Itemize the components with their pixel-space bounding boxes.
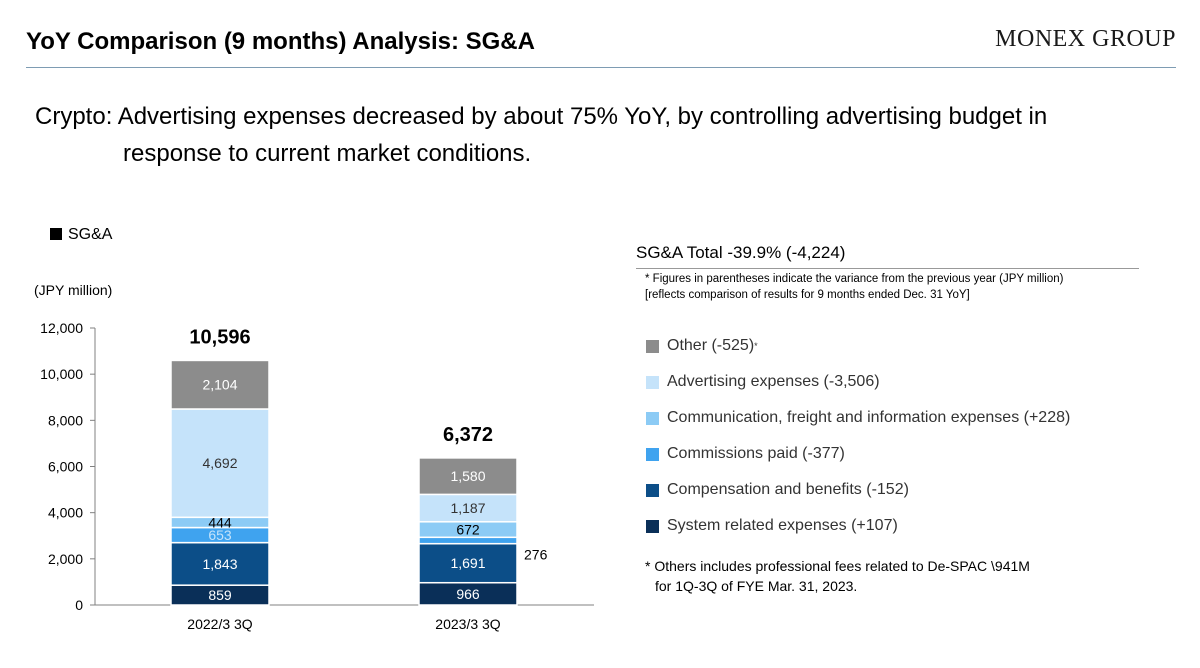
y-tick-label: 6,000 [48,459,83,475]
x-category-label: 2023/3 3Q [435,616,500,632]
legend-swatch-icon [646,447,659,461]
legend-label: Communication, freight and information e… [667,409,1071,426]
bar-segment [418,536,518,545]
y-tick-label: 4,000 [48,505,83,521]
chart-unit-label: (JPY million) [34,282,113,298]
bar-segment [170,408,270,519]
data-label: 1,187 [450,500,485,516]
data-label: 2,104 [202,377,237,393]
others-footnote-line-1: * Others includes professional fees rela… [645,558,1030,574]
data-label: 653 [208,527,232,543]
legend-label: System related expenses (+107) [667,517,898,534]
others-footnote-line-2: for 1Q-3Q of FYE Mar. 31, 2023. [655,578,858,594]
legend-item: Compensation and benefits (-152) [646,472,1070,508]
y-tick-label: 8,000 [48,412,83,428]
legend-swatch-icon [646,375,659,389]
chart-legend-title: SG&A [50,226,112,244]
bar-total-label: 10,596 [189,326,250,348]
sga-stacked-bar-chart: 0 2,000 4,000 6,000 8,000 10,000 12,000 859 1,84… [40,320,594,632]
legend-label: Advertising expenses (-3,506) [667,373,880,390]
square-legend-icon [50,228,62,240]
legend-footnote-marker: * [754,341,758,351]
legend-swatch-icon [646,411,659,425]
legend-label: Commissions paid (-377) [667,445,845,462]
y-tick-label: 0 [75,597,83,613]
bar-total-label: 6,372 [443,424,493,446]
header-divider [26,67,1176,68]
data-label: 1,580 [450,468,485,484]
page-title: YoY Comparison (9 months) Analysis: SG&A [26,28,535,55]
headline-line-2: response to current market conditions. [123,140,532,167]
data-label: 1,691 [450,555,485,571]
bar-segment [170,359,270,410]
x-category-label: 2022/3 3Q [187,616,252,632]
bar-segment [418,493,518,523]
legend-label: Compensation and benefits (-152) [667,481,909,498]
bar-segment [418,542,518,584]
legend-item: System related expenses (+107) [646,508,1070,544]
variance-note-line-1: * Figures in parentheses indicate the va… [645,273,1064,285]
legend-item: Communication, freight and information e… [646,400,1070,436]
y-tick-label: 12,000 [40,320,83,336]
y-tick-label: 10,000 [40,366,83,382]
legend-swatch-icon [646,483,659,497]
legend-swatch-icon [646,519,659,533]
legend-label: Other (-525) [667,337,755,354]
y-tick-label: 2,000 [48,551,83,567]
total-title-rule [636,268,1139,269]
data-label: 859 [208,587,232,603]
variance-note-line-2: [reflects comparison of results for 9 mo… [645,289,970,301]
data-label: 4,692 [202,455,237,471]
legend-item: Commissions paid (-377) [646,436,1070,472]
monex-group-logo: MONEX GROUP [995,26,1176,52]
legend-item: Other (-525) * [646,328,1070,364]
others-footnote: * Others includes professional fees rela… [645,556,1030,596]
sga-total-title: SG&A Total -39.9% (-4,224) [636,243,846,262]
data-label: 966 [456,586,480,602]
headline: Crypto: Advertising expenses decreased b… [35,98,1047,172]
data-label: 672 [456,522,480,538]
headline-line-1: Crypto: Advertising expenses decreased b… [35,103,1048,130]
bar-segment [418,457,518,496]
expense-legend: Other (-525) * Advertising expenses (-3,50… [646,328,1070,544]
legend-swatch-icon [646,339,659,353]
data-label: 276 [524,546,548,562]
variance-note: * Figures in parentheses indicate the va… [645,271,1063,303]
legend-item: Advertising expenses (-3,506) [646,364,1070,400]
chart-legend-title-text: SG&A [68,226,113,243]
data-label: 444 [208,514,232,530]
data-label: 1,843 [202,556,237,572]
